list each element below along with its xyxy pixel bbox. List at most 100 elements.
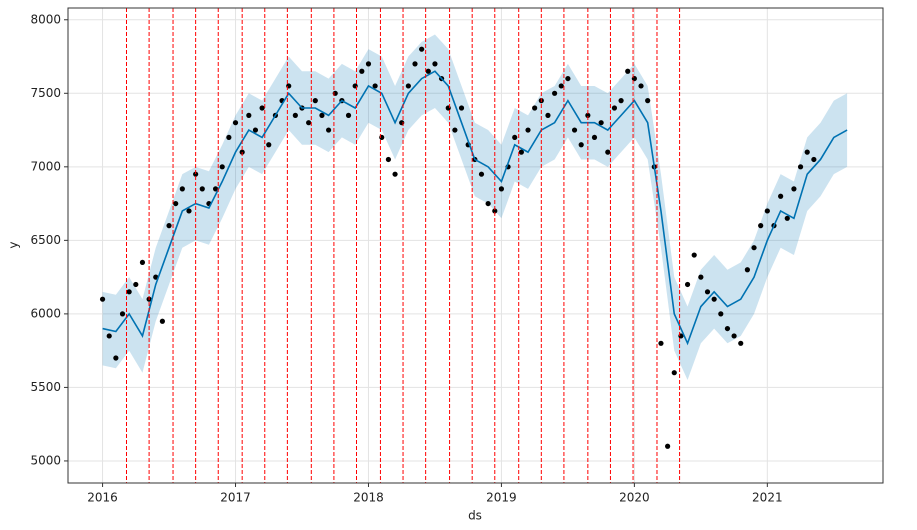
- observed-point: [385, 156, 392, 163]
- observed-point: [784, 215, 790, 221]
- observed-point: [758, 223, 764, 229]
- observed-point: [804, 149, 810, 155]
- observed-point: [731, 333, 737, 339]
- observed-point: [412, 61, 418, 67]
- observed-point: [312, 98, 318, 104]
- observed-point: [359, 68, 365, 74]
- y-tick-label: 5000: [30, 453, 61, 467]
- y-tick-label: 6500: [30, 233, 61, 247]
- observed-point: [99, 296, 106, 302]
- observed-point: [618, 98, 624, 104]
- observed-point: [598, 120, 604, 126]
- observed-point: [199, 186, 205, 192]
- observed-point: [392, 171, 398, 177]
- observed-point: [671, 370, 677, 376]
- observed-point: [319, 112, 325, 118]
- x-tick-label: 2019: [486, 491, 517, 505]
- observed-point: [365, 61, 372, 67]
- observed-point: [778, 193, 784, 199]
- observed-point: [605, 149, 611, 155]
- observed-point: [525, 127, 531, 133]
- observed-point: [658, 340, 664, 346]
- plot-area: [99, 8, 848, 483]
- observed-point: [119, 311, 126, 317]
- observed-point: [684, 281, 691, 288]
- observed-point: [571, 127, 578, 133]
- observed-point: [518, 149, 524, 155]
- observed-point: [126, 289, 132, 295]
- observed-point: [492, 208, 498, 214]
- observed-point: [405, 83, 411, 89]
- observed-point: [292, 112, 298, 118]
- observed-point: [193, 171, 199, 177]
- observed-point: [259, 105, 265, 111]
- observed-point: [718, 311, 724, 317]
- observed-point: [186, 208, 192, 214]
- observed-point: [512, 134, 518, 141]
- x-tick-label: 2020: [619, 491, 650, 505]
- observed-point: [432, 61, 438, 67]
- observed-point: [139, 259, 146, 266]
- observed-point: [133, 281, 139, 288]
- observed-point: [212, 186, 219, 192]
- y-tick-label: 6000: [30, 306, 61, 320]
- observed-point: [219, 164, 225, 170]
- observed-point: [625, 68, 631, 74]
- observed-point: [585, 112, 591, 118]
- observed-point: [797, 164, 804, 170]
- forecast-line: [102, 70, 848, 346]
- observed-point: [704, 289, 711, 295]
- observed-point: [106, 333, 112, 339]
- observed-point: [419, 46, 425, 52]
- grid: [68, 8, 883, 483]
- uncertainty-band: [102, 34, 848, 381]
- plot-frame: [67, 7, 884, 484]
- x-tick-label: 2016: [87, 491, 118, 505]
- observed-point: [458, 105, 465, 111]
- observed-point: [764, 208, 770, 214]
- observed-point: [751, 245, 757, 251]
- observed-point: [306, 120, 312, 126]
- observed-point: [246, 112, 252, 118]
- observed-point: [578, 142, 584, 148]
- x-tick-label: 2018: [353, 491, 384, 505]
- observed-point: [153, 274, 159, 280]
- observed-point: [226, 134, 232, 141]
- observed-point: [478, 171, 485, 177]
- observed-point: [545, 112, 551, 118]
- observed-point: [425, 68, 431, 74]
- observed-point: [252, 127, 259, 133]
- observed-point: [791, 186, 797, 192]
- y-tick-label: 7000: [30, 159, 61, 173]
- observed-point: [166, 223, 172, 229]
- y-tick-label: 7500: [30, 86, 61, 100]
- observed-point: [113, 355, 119, 361]
- observed-point: [179, 186, 185, 192]
- observed-point: [691, 252, 697, 258]
- observed-point: [638, 83, 644, 89]
- observed-point: [611, 105, 618, 111]
- observed-point: [552, 90, 558, 96]
- observed-point: [345, 112, 352, 118]
- observed-point: [498, 186, 505, 192]
- observed-point: [266, 142, 272, 148]
- observed-point: [558, 83, 564, 89]
- y-tick-label: 5500: [30, 380, 61, 394]
- observed-point: [698, 274, 704, 280]
- observed-point: [565, 75, 571, 82]
- observed-point: [452, 127, 458, 133]
- observed-point: [711, 296, 717, 302]
- y-tick-label: 8000: [30, 12, 61, 26]
- observed-point: [159, 318, 165, 324]
- x-axis-label: ds: [468, 509, 482, 523]
- observed-point: [325, 127, 332, 133]
- observed-point: [173, 200, 179, 207]
- observed-point: [724, 325, 731, 332]
- observed-point: [232, 120, 239, 126]
- observed-point: [485, 200, 491, 207]
- observed-point: [532, 105, 538, 111]
- observed-point: [591, 134, 598, 141]
- observed-point: [645, 98, 651, 104]
- observed-point: [372, 83, 378, 89]
